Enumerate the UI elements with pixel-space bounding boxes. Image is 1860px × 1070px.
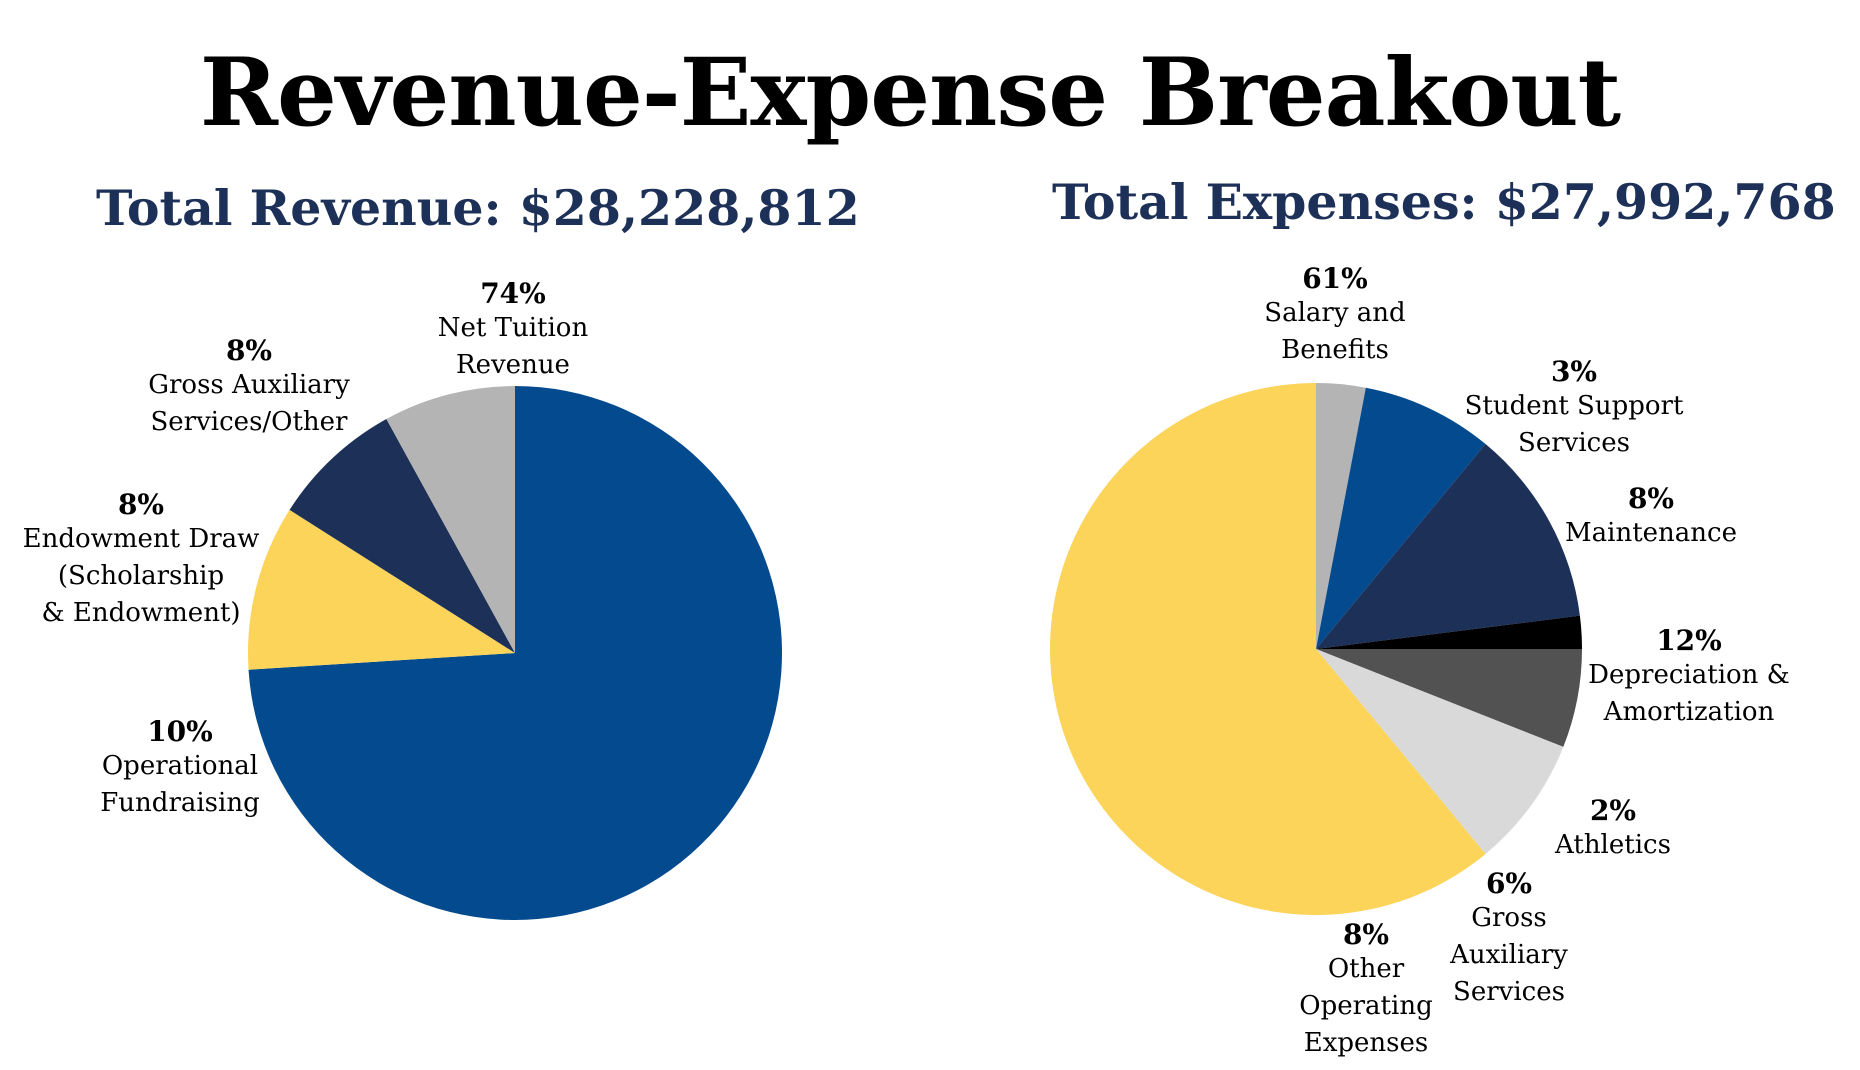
expenses-label-student-support-services: 3%Student Support Services	[1465, 355, 1684, 458]
data-label-category: Fundraising	[100, 788, 259, 818]
data-label-percent: 12%	[1656, 624, 1722, 657]
data-label-category: Salary and	[1264, 298, 1405, 328]
data-label-category: Gross	[1471, 903, 1547, 933]
data-label-category: Maintenance	[1565, 518, 1737, 548]
revenue-chart-title: Total Revenue: $28,228,812	[96, 179, 860, 237]
revenue-label-endowment-draw-scholarship-and-endowment: 8%Endowment Draw (Scholarship & Endowment)	[23, 488, 260, 628]
data-label-category: & Endowment)	[41, 598, 240, 628]
revenue-label-operational-fundraising: 10%Operational Fundraising	[100, 715, 259, 818]
expenses-slice-maintenance	[1316, 387, 1486, 649]
data-label-category: (Scholarship	[58, 561, 224, 591]
data-label-percent: 8%	[118, 488, 164, 521]
revenue-label-net-tuition-revenue: 74%Net Tuition Revenue	[438, 277, 589, 380]
expenses-label-gross-auxiliary-services: 6%Gross Auxiliary Services	[1449, 867, 1568, 1007]
revenue-slice-gross-auxiliary-services-other	[386, 386, 515, 653]
revenue-slice-endowment-draw-scholarship-and-endowment	[289, 419, 515, 653]
data-label-percent: 74%	[480, 277, 546, 310]
expenses-slice-athletics	[1316, 615, 1582, 649]
data-label-category: Athletics	[1554, 830, 1671, 860]
data-label-category: Operating	[1299, 991, 1432, 1021]
data-label-category: Endowment Draw	[23, 524, 260, 554]
revenue-slice-operational-fundraising	[248, 509, 515, 670]
expenses-slice-gross-auxiliary-services	[1316, 649, 1582, 747]
expenses-label-depreciation-and-amortization: 12%Depreciation & Amortization	[1588, 624, 1790, 727]
expenses-slice-other-operating-expenses	[1316, 649, 1564, 854]
data-label-category: Benefits	[1281, 335, 1389, 365]
data-label-percent: 61%	[1302, 262, 1368, 295]
data-label-category: Net Tuition	[438, 313, 589, 343]
data-label-category: Auxiliary	[1449, 940, 1568, 970]
data-label-category: Services	[1453, 977, 1565, 1007]
data-label-percent: 8%	[1343, 918, 1389, 951]
data-label-category: Expenses	[1304, 1028, 1429, 1058]
data-label-category: Student Support	[1465, 391, 1684, 421]
data-label-category: Revenue	[456, 350, 570, 380]
data-label-percent: 3%	[1551, 355, 1597, 388]
expenses-chart-title: Total Expenses: $27,992,768	[1052, 173, 1836, 231]
expenses-label-other-operating-expenses: 8%Other Operating Expenses	[1299, 918, 1432, 1058]
data-label-percent: 6%	[1486, 867, 1532, 900]
expenses-label-maintenance: 8%Maintenance	[1565, 482, 1737, 548]
expenses-label-athletics: 2%Athletics	[1554, 794, 1671, 860]
revenue-label-gross-auxiliary-services-other: 8%Gross Auxiliary Services/Other	[148, 334, 350, 437]
revenue-slice-net-tuition-revenue	[248, 386, 783, 920]
data-label-percent: 10%	[147, 715, 213, 748]
revenue-pie	[248, 386, 783, 920]
data-label-category: Services	[1518, 428, 1630, 458]
data-label-percent: 8%	[226, 334, 272, 367]
data-label-category: Gross Auxiliary	[148, 370, 350, 400]
expenses-slice-salary-and-benefits	[1049, 383, 1486, 915]
expenses-pie	[1049, 383, 1582, 915]
expenses-label-salary-and-benefits: 61%Salary and Benefits	[1264, 262, 1405, 365]
data-label-category: Operational	[102, 751, 258, 781]
expenses-slice-depreciation-and-amortization	[1316, 444, 1580, 649]
data-label-category: Amortization	[1603, 697, 1775, 727]
data-label-category: Depreciation &	[1588, 660, 1790, 690]
data-label-percent: 8%	[1628, 482, 1674, 515]
expenses-slice-student-support-services	[1316, 383, 1366, 649]
data-label-percent: 2%	[1590, 794, 1636, 827]
data-label-category: Other	[1328, 954, 1405, 984]
data-label-category: Services/Other	[150, 407, 348, 437]
page-title: Revenue-Expense Breakout	[199, 38, 1621, 148]
